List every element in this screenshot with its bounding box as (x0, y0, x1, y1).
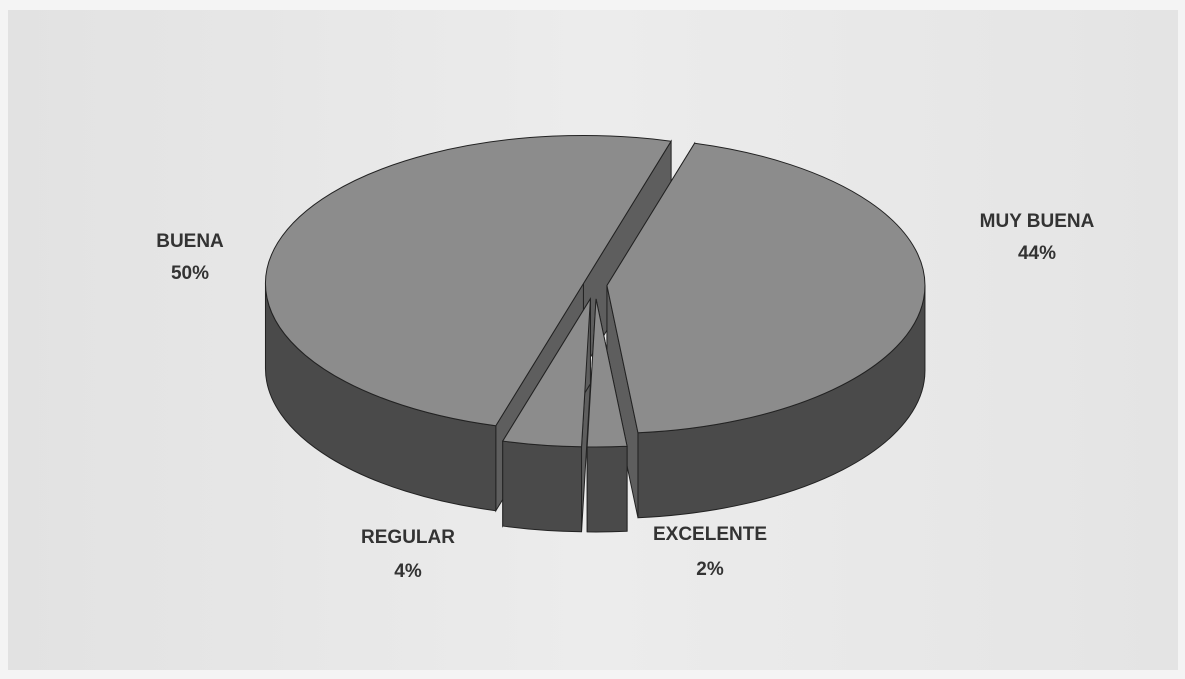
slice-side (502, 440, 583, 533)
slice-value-label: 4% (394, 561, 422, 582)
slice-value-label: 50% (171, 263, 209, 284)
slice-label: MUY BUENA (980, 211, 1095, 232)
slice-value-label: 2% (696, 559, 724, 580)
slice-side (586, 445, 628, 533)
slice-top (586, 298, 628, 448)
slice-top (264, 134, 672, 427)
slice-label: REGULAR (361, 527, 455, 548)
slice-label: BUENA (156, 231, 224, 252)
slice-label: EXCELENTE (653, 524, 767, 545)
slice (586, 298, 628, 533)
slice (606, 141, 926, 519)
slice (501, 297, 591, 533)
slice-top (501, 298, 591, 448)
slice-value-label: 44% (1018, 243, 1056, 264)
slice-top (606, 142, 926, 434)
